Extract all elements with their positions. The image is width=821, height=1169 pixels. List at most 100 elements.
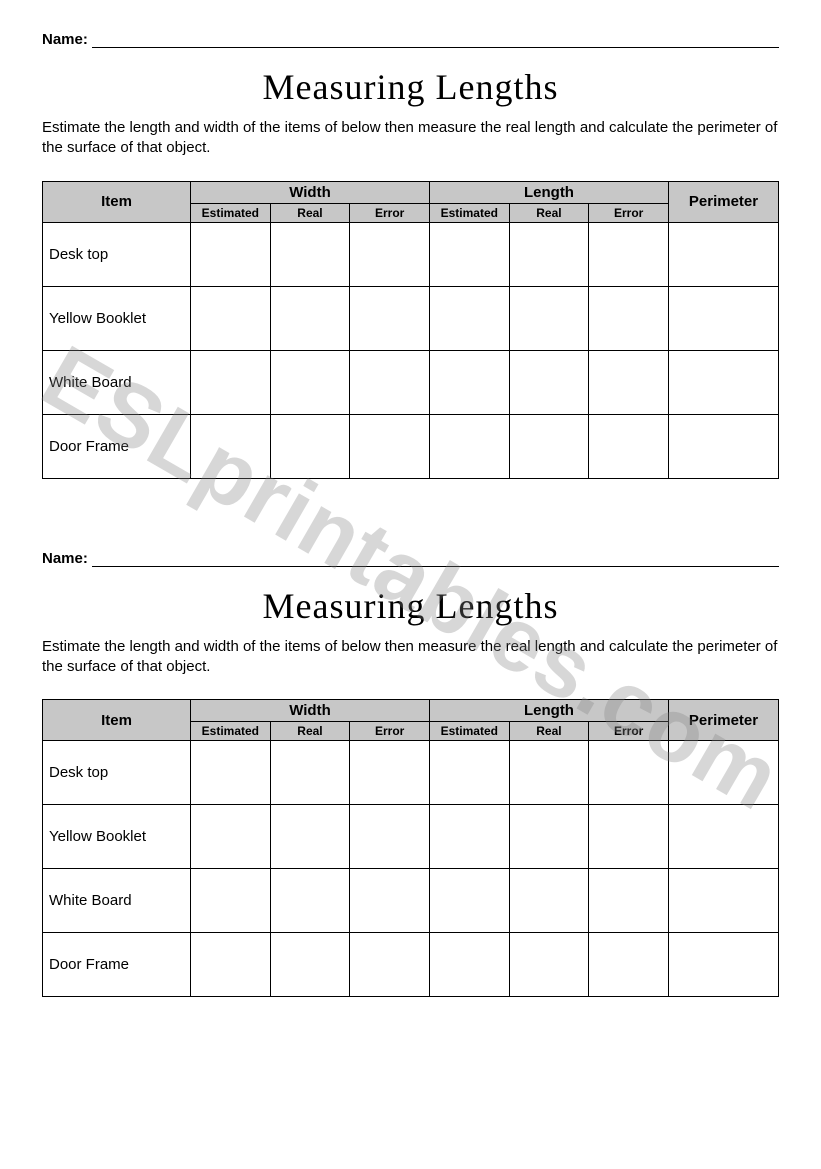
cell-length-real[interactable] <box>509 869 589 933</box>
cell-perimeter[interactable] <box>669 933 779 997</box>
col-length-real: Real <box>509 722 589 741</box>
item-label: Door Frame <box>43 414 191 478</box>
cell-width-real[interactable] <box>270 805 350 869</box>
cell-perimeter[interactable] <box>669 222 779 286</box>
cell-width-estimated[interactable] <box>191 933 271 997</box>
cell-length-estimated[interactable] <box>429 414 509 478</box>
cell-width-estimated[interactable] <box>191 869 271 933</box>
cell-width-real[interactable] <box>270 286 350 350</box>
cell-width-real[interactable] <box>270 869 350 933</box>
item-label: Yellow Booklet <box>43 286 191 350</box>
cell-perimeter[interactable] <box>669 414 779 478</box>
cell-width-real[interactable] <box>270 414 350 478</box>
cell-length-real[interactable] <box>509 286 589 350</box>
name-label: Name: <box>42 550 92 567</box>
cell-perimeter[interactable] <box>669 286 779 350</box>
cell-length-real[interactable] <box>509 933 589 997</box>
cell-length-error[interactable] <box>589 286 669 350</box>
cell-length-estimated[interactable] <box>429 741 509 805</box>
col-length-group: Length <box>429 700 668 722</box>
col-width-error: Error <box>350 203 430 222</box>
name-label: Name: <box>42 31 92 48</box>
cell-width-real[interactable] <box>270 933 350 997</box>
cell-width-error[interactable] <box>350 286 430 350</box>
table-row: White Board <box>43 350 779 414</box>
table-row: Yellow Booklet <box>43 805 779 869</box>
col-width-error: Error <box>350 722 430 741</box>
col-item: Item <box>43 181 191 222</box>
name-input-line[interactable] <box>92 549 779 567</box>
cell-length-real[interactable] <box>509 414 589 478</box>
cell-width-error[interactable] <box>350 869 430 933</box>
cell-perimeter[interactable] <box>669 350 779 414</box>
cell-length-real[interactable] <box>509 805 589 869</box>
cell-width-estimated[interactable] <box>191 805 271 869</box>
item-label: Door Frame <box>43 933 191 997</box>
item-label: White Board <box>43 869 191 933</box>
cell-length-real[interactable] <box>509 222 589 286</box>
table-row: Desk top <box>43 741 779 805</box>
cell-length-estimated[interactable] <box>429 222 509 286</box>
cell-width-error[interactable] <box>350 414 430 478</box>
measurement-table: Item Width Length Perimeter Estimated Re… <box>42 181 779 479</box>
table-row: Yellow Booklet <box>43 286 779 350</box>
cell-width-error[interactable] <box>350 933 430 997</box>
cell-width-error[interactable] <box>350 805 430 869</box>
item-label: Desk top <box>43 222 191 286</box>
cell-perimeter[interactable] <box>669 805 779 869</box>
col-width-estimated: Estimated <box>191 203 271 222</box>
cell-width-estimated[interactable] <box>191 414 271 478</box>
cell-length-error[interactable] <box>589 805 669 869</box>
col-width-estimated: Estimated <box>191 722 271 741</box>
cell-length-error[interactable] <box>589 933 669 997</box>
col-length-error: Error <box>589 203 669 222</box>
cell-width-real[interactable] <box>270 741 350 805</box>
worksheet-instructions: Estimate the length and width of the ite… <box>42 118 779 159</box>
worksheet-copy-1: Name: Measuring Lengths Estimate the len… <box>42 30 779 479</box>
cell-width-real[interactable] <box>270 222 350 286</box>
cell-width-real[interactable] <box>270 350 350 414</box>
col-length-group: Length <box>429 181 668 203</box>
col-length-real: Real <box>509 203 589 222</box>
worksheet-copy-2: Name: Measuring Lengths Estimate the len… <box>42 549 779 998</box>
worksheet-instructions: Estimate the length and width of the ite… <box>42 637 779 678</box>
cell-length-error[interactable] <box>589 350 669 414</box>
name-row: Name: <box>42 30 779 48</box>
table-row: Door Frame <box>43 414 779 478</box>
cell-width-error[interactable] <box>350 350 430 414</box>
cell-length-error[interactable] <box>589 414 669 478</box>
cell-width-estimated[interactable] <box>191 741 271 805</box>
cell-width-estimated[interactable] <box>191 350 271 414</box>
cell-length-estimated[interactable] <box>429 805 509 869</box>
item-label: White Board <box>43 350 191 414</box>
cell-length-error[interactable] <box>589 869 669 933</box>
col-length-estimated: Estimated <box>429 722 509 741</box>
table-row: Door Frame <box>43 933 779 997</box>
cell-length-error[interactable] <box>589 741 669 805</box>
col-length-estimated: Estimated <box>429 203 509 222</box>
cell-length-estimated[interactable] <box>429 933 509 997</box>
cell-width-error[interactable] <box>350 741 430 805</box>
item-label: Desk top <box>43 741 191 805</box>
col-length-error: Error <box>589 722 669 741</box>
name-input-line[interactable] <box>92 30 779 48</box>
cell-length-estimated[interactable] <box>429 869 509 933</box>
cell-length-error[interactable] <box>589 222 669 286</box>
col-width-real: Real <box>270 203 350 222</box>
cell-length-real[interactable] <box>509 350 589 414</box>
col-perimeter: Perimeter <box>669 181 779 222</box>
worksheet-title: Measuring Lengths <box>42 585 779 627</box>
cell-width-estimated[interactable] <box>191 286 271 350</box>
col-item: Item <box>43 700 191 741</box>
cell-length-estimated[interactable] <box>429 286 509 350</box>
cell-length-estimated[interactable] <box>429 350 509 414</box>
cell-length-real[interactable] <box>509 741 589 805</box>
name-row: Name: <box>42 549 779 567</box>
cell-width-estimated[interactable] <box>191 222 271 286</box>
cell-width-error[interactable] <box>350 222 430 286</box>
col-width-group: Width <box>191 181 430 203</box>
table-row: Desk top <box>43 222 779 286</box>
worksheet-title: Measuring Lengths <box>42 66 779 108</box>
cell-perimeter[interactable] <box>669 741 779 805</box>
cell-perimeter[interactable] <box>669 869 779 933</box>
